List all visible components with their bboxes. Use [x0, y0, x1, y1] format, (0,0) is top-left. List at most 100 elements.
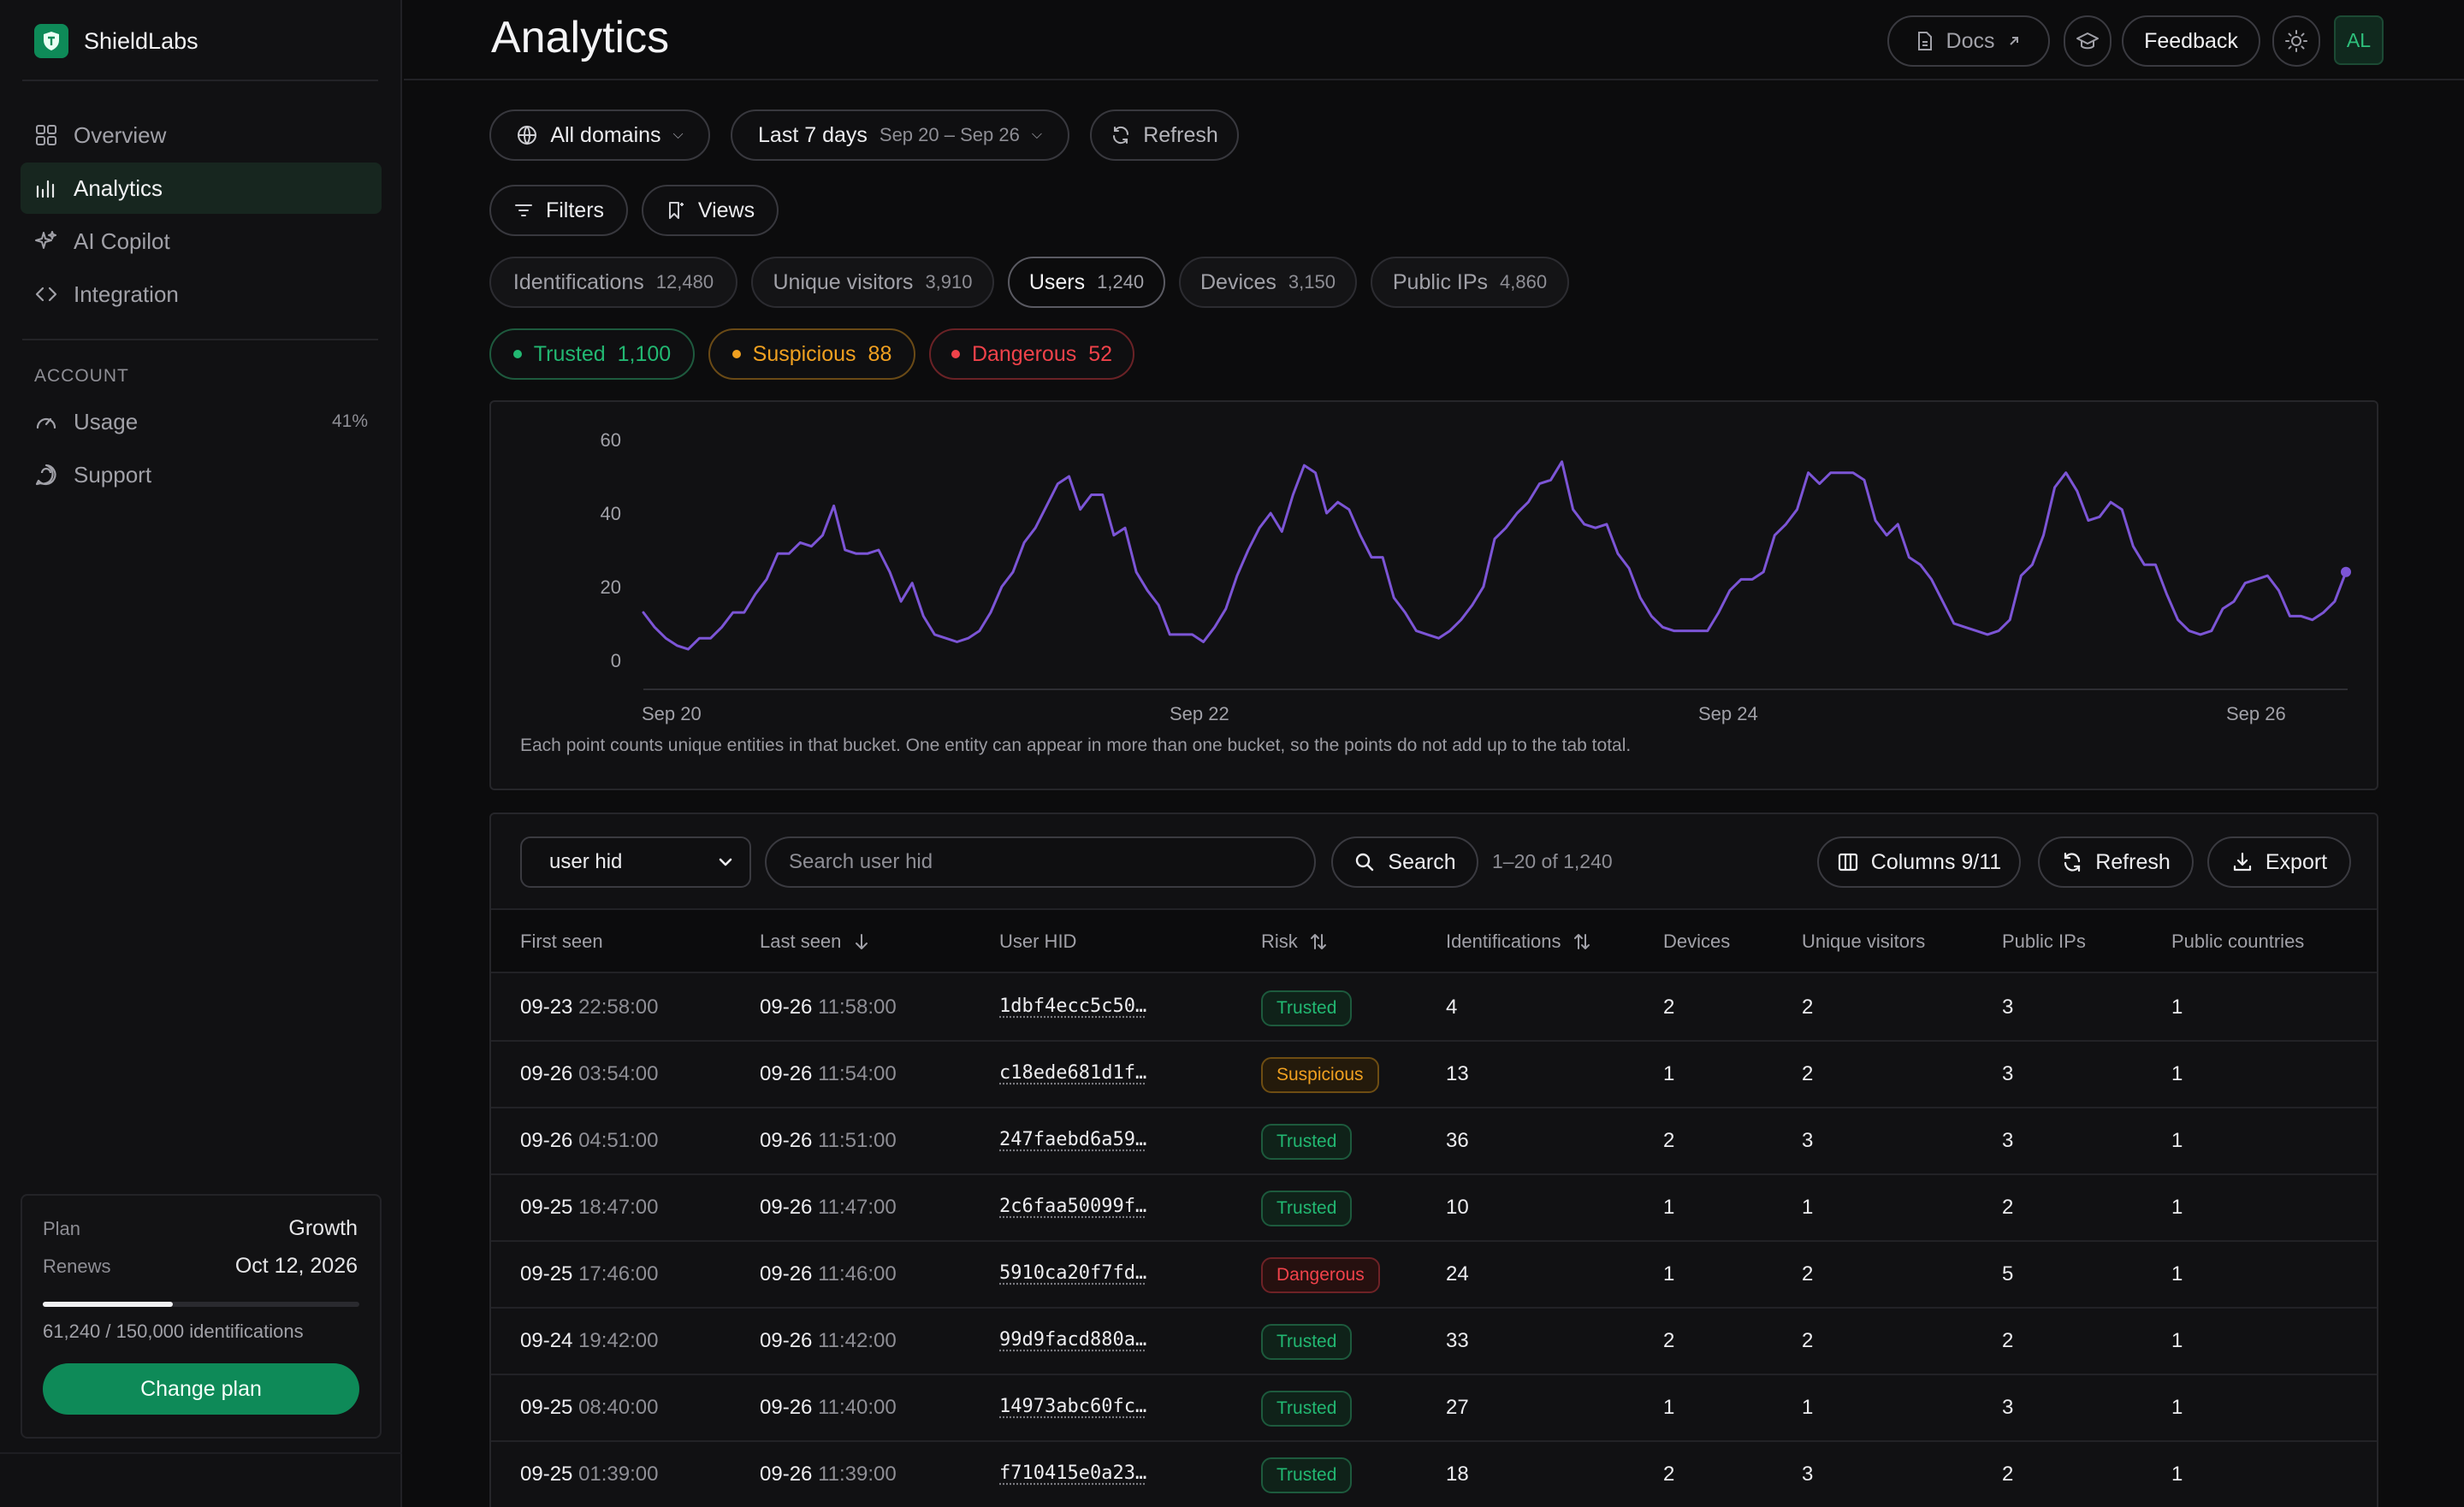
user-hid-link[interactable]: c18ede681d1f…: [999, 1062, 1146, 1084]
user-hid-link[interactable]: 14973abc60fc…: [999, 1396, 1146, 1417]
plan-label: Plan: [43, 1218, 80, 1240]
table-row[interactable]: 09-23 22:58:00 09-26 11:58:00 1dbf4ecc5c50…: [491, 975, 2377, 1042]
risk-filter-suspicious[interactable]: Suspicious 88: [708, 328, 915, 380]
column-header-public-countries[interactable]: Public countries: [2171, 931, 2304, 953]
search-field-select[interactable]: user hid: [520, 836, 751, 888]
time-text: 11:58:00: [818, 996, 897, 1019]
risk-filter-count: 52: [1088, 342, 1112, 367]
columns-button[interactable]: Columns 9/11: [1817, 836, 2021, 888]
table-row[interactable]: 09-26 03:54:00 09-26 11:54:00 c18ede681d1f…: [491, 1042, 2377, 1108]
sidebar-item-support[interactable]: Support: [21, 449, 382, 500]
change-plan-button[interactable]: Change plan: [43, 1363, 359, 1415]
date-text: 09-24: [520, 1329, 572, 1352]
column-header-public-ips[interactable]: Public IPs: [2002, 931, 2086, 953]
table-row[interactable]: 09-26 04:51:00 09-26 11:51:00 247faebd6a59…: [491, 1108, 2377, 1175]
learn-button[interactable]: [2064, 15, 2112, 67]
chat-icon: [34, 463, 58, 487]
column-header-user-hid[interactable]: User HID: [999, 931, 1076, 953]
table-row[interactable]: 09-25 08:40:00 09-26 11:40:00 14973abc60fc…: [491, 1375, 2377, 1442]
sidebar-item-analytics[interactable]: Analytics: [21, 163, 382, 214]
tab-unique-visitors[interactable]: Unique visitors 3,910: [751, 257, 994, 308]
sidebar-item-overview[interactable]: Overview: [21, 109, 382, 161]
avatar[interactable]: AL: [2334, 15, 2384, 65]
column-header-risk[interactable]: Risk: [1261, 931, 1329, 953]
devices-cell: 1: [1663, 1396, 1674, 1420]
account-nav: Usage 41% Support: [21, 396, 382, 502]
brand[interactable]: ShieldLabs: [34, 24, 198, 58]
column-header-first-seen[interactable]: First seen: [520, 931, 603, 953]
public-ips-cell: 3: [2002, 1062, 2013, 1086]
time-text: 04:51:00: [578, 1129, 658, 1152]
tab-users[interactable]: Users 1,240: [1008, 257, 1165, 308]
unique-visitors-cell: 1: [1802, 1396, 1813, 1420]
renews-value: Oct 12, 2026: [235, 1254, 358, 1279]
divider: [0, 1452, 402, 1454]
public-countries-cell: 1: [2171, 996, 2183, 1019]
date-text: 09-26: [760, 1196, 812, 1219]
search-input[interactable]: Search user hid: [765, 836, 1316, 888]
user-hid-link[interactable]: 1dbf4ecc5c50…: [999, 996, 1146, 1017]
date-text: 09-26: [760, 1062, 812, 1085]
search-button[interactable]: Search: [1331, 836, 1478, 888]
sidebar-item-ai-copilot[interactable]: AI Copilot: [21, 216, 382, 267]
risk-filter-dangerous[interactable]: Dangerous 52: [929, 328, 1134, 380]
user-hid-link[interactable]: 99d9facd880a…: [999, 1329, 1146, 1350]
sidebar: ShieldLabs Overview Analytics AI Copilot…: [0, 0, 402, 1507]
date-range-sub: Sep 20 – Sep 26: [880, 124, 1020, 146]
renews-row: Renews Oct 12, 2026: [43, 1254, 358, 1279]
header: Analytics Docs Feedback AL: [404, 0, 2464, 80]
refresh-icon: [2061, 851, 2083, 873]
sidebar-item-label: Support: [74, 462, 151, 488]
chevron-down-icon: [714, 850, 737, 874]
series-endpoint: [2341, 567, 2351, 577]
column-header-last-seen[interactable]: Last seen: [760, 931, 872, 953]
tab-devices[interactable]: Devices 3,150: [1179, 257, 1357, 308]
column-header-label: Public IPs: [2002, 931, 2086, 953]
time-text: 11:54:00: [818, 1062, 897, 1085]
tab-public-ips[interactable]: Public IPs 4,860: [1371, 257, 1569, 308]
refresh-button[interactable]: Refresh: [1090, 109, 1239, 161]
sidebar-item-integration[interactable]: Integration: [21, 269, 382, 320]
risk-filter-trusted[interactable]: Trusted 1,100: [489, 328, 695, 380]
table-row[interactable]: 09-25 17:46:00 09-26 11:46:00 5910ca20f7fd…: [491, 1242, 2377, 1309]
tab-count: 3,150: [1288, 271, 1336, 293]
series-line: [643, 462, 2346, 649]
date-range-select[interactable]: Last 7 days Sep 20 – Sep 26 ⌵: [731, 109, 1069, 161]
time-text: 03:54:00: [578, 1062, 658, 1085]
table-row[interactable]: 09-24 19:42:00 09-26 11:42:00 99d9facd880a…: [491, 1309, 2377, 1375]
table-row[interactable]: 09-25 18:47:00 09-26 11:47:00 2c6faa50099f…: [491, 1175, 2377, 1242]
export-button[interactable]: Export: [2207, 836, 2351, 888]
user-hid-link[interactable]: 247faebd6a59…: [999, 1129, 1146, 1150]
identifications-cell: 33: [1446, 1329, 1469, 1353]
table-refresh-button[interactable]: Refresh: [2038, 836, 2194, 888]
bookmark-icon: [666, 200, 686, 221]
pagination-range: 1–20 of 1,240: [1492, 850, 1613, 873]
views-button[interactable]: Views: [642, 185, 779, 236]
time-text: 17:46:00: [578, 1262, 658, 1285]
filters-button[interactable]: Filters: [489, 185, 628, 236]
unique-visitors-cell: 3: [1802, 1463, 1813, 1486]
chart-note: Each point counts unique entities in tha…: [520, 736, 1631, 756]
public-ips-cell: 2: [2002, 1463, 2013, 1486]
table-row[interactable]: 09-25 01:39:00 09-26 11:39:00 f710415e0a23…: [491, 1442, 2377, 1507]
user-hid-link[interactable]: 2c6faa50099f…: [999, 1196, 1146, 1217]
column-header-unique-visitors[interactable]: Unique visitors: [1802, 931, 1925, 953]
user-hid-link[interactable]: f710415e0a23…: [999, 1463, 1146, 1484]
tab-identifications[interactable]: Identifications 12,480: [489, 257, 737, 308]
public-countries-cell: 1: [2171, 1062, 2183, 1086]
public-ips-cell: 2: [2002, 1196, 2013, 1220]
column-header-identifications[interactable]: Identifications: [1446, 931, 1592, 953]
domain-select[interactable]: All domains ⌵: [489, 109, 710, 161]
public-countries-cell: 1: [2171, 1262, 2183, 1286]
column-header-devices[interactable]: Devices: [1663, 931, 1730, 953]
x-tick-label: Sep 24: [1698, 703, 1758, 724]
docs-button[interactable]: Docs: [1887, 15, 2050, 67]
public-ips-cell: 2: [2002, 1329, 2013, 1353]
time-text: 11:39:00: [818, 1463, 897, 1486]
sidebar-item-usage[interactable]: Usage 41%: [21, 396, 382, 447]
user-hid-link[interactable]: 5910ca20f7fd…: [999, 1262, 1146, 1284]
feedback-button[interactable]: Feedback: [2122, 15, 2260, 67]
tab-label: Users: [1029, 270, 1085, 295]
risk-filter-count: 1,100: [618, 342, 672, 367]
theme-toggle-button[interactable]: [2272, 15, 2320, 67]
